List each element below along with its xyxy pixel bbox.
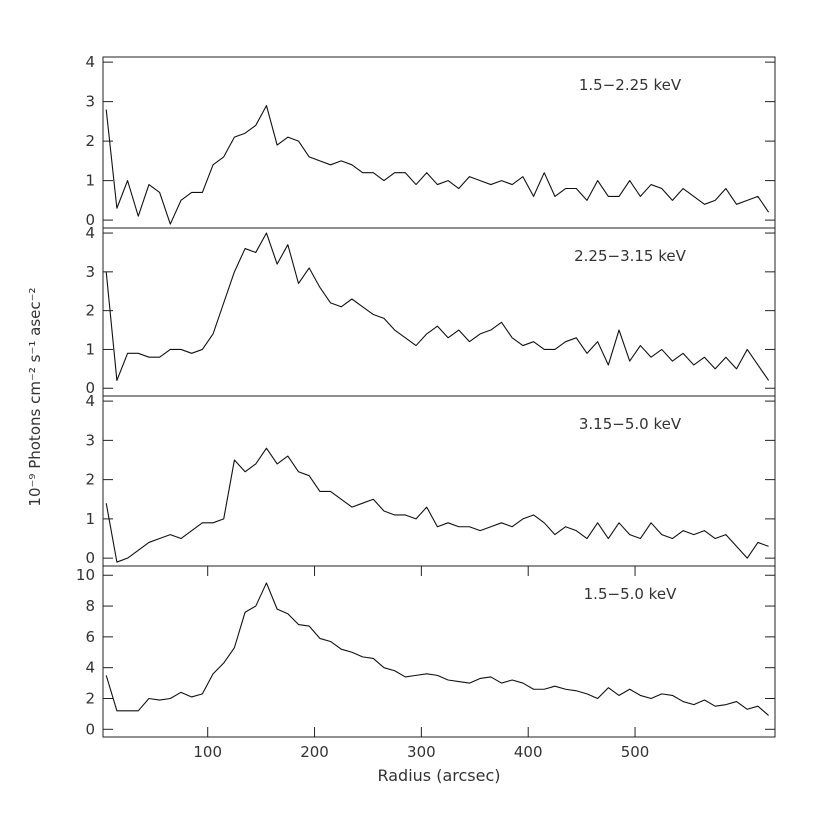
- y-tick-label: 4: [85, 659, 95, 677]
- y-tick-label: 4: [85, 53, 95, 71]
- profile-line: [105, 232, 770, 382]
- panel-label: 1.5−5.0 keV: [584, 585, 677, 603]
- panel-label: 1.5−2.25 keV: [579, 76, 682, 94]
- y-tick-label: 10: [76, 566, 95, 584]
- y-tick-label: 8: [85, 597, 95, 615]
- y-tick-label: 1: [85, 510, 95, 528]
- y-tick-label: 3: [85, 263, 95, 281]
- y-tick-label: 0: [85, 549, 95, 567]
- panel-label: 3.15−5.0 keV: [579, 415, 682, 433]
- profile-line: [105, 105, 770, 225]
- y-tick-label: 0: [85, 211, 95, 229]
- x-axis-label: Radius (arcsec): [377, 766, 500, 785]
- x-tick-label: 200: [300, 743, 329, 761]
- x-tick-label: 500: [621, 743, 650, 761]
- y-tick-label: 4: [85, 392, 95, 410]
- profile-line: [105, 582, 769, 716]
- y-tick-label: 1: [85, 340, 95, 358]
- y-tick-label: 2: [85, 302, 95, 320]
- y-tick-label: 3: [85, 431, 95, 449]
- x-tick-label: 300: [407, 743, 436, 761]
- y-tick-label: 0: [85, 720, 95, 738]
- y-tick-label: 4: [85, 224, 95, 242]
- y-tick-label: 2: [85, 132, 95, 150]
- panel-label: 2.25−3.15 keV: [574, 247, 687, 265]
- y-tick-label: 6: [85, 628, 95, 646]
- y-tick-label: 2: [85, 689, 95, 707]
- x-tick-label: 400: [514, 743, 543, 761]
- panel-frame: [102, 565, 776, 738]
- y-tick-label: 2: [85, 471, 95, 489]
- y-axis-label: 10⁻⁹ Photons cm⁻² s⁻¹ asec⁻²: [26, 287, 44, 506]
- profile-line: [105, 447, 769, 563]
- y-tick-label: 1: [85, 172, 95, 190]
- x-tick-label: 100: [193, 743, 222, 761]
- y-tick-label: 0: [85, 379, 95, 397]
- y-tick-label: 3: [85, 93, 95, 111]
